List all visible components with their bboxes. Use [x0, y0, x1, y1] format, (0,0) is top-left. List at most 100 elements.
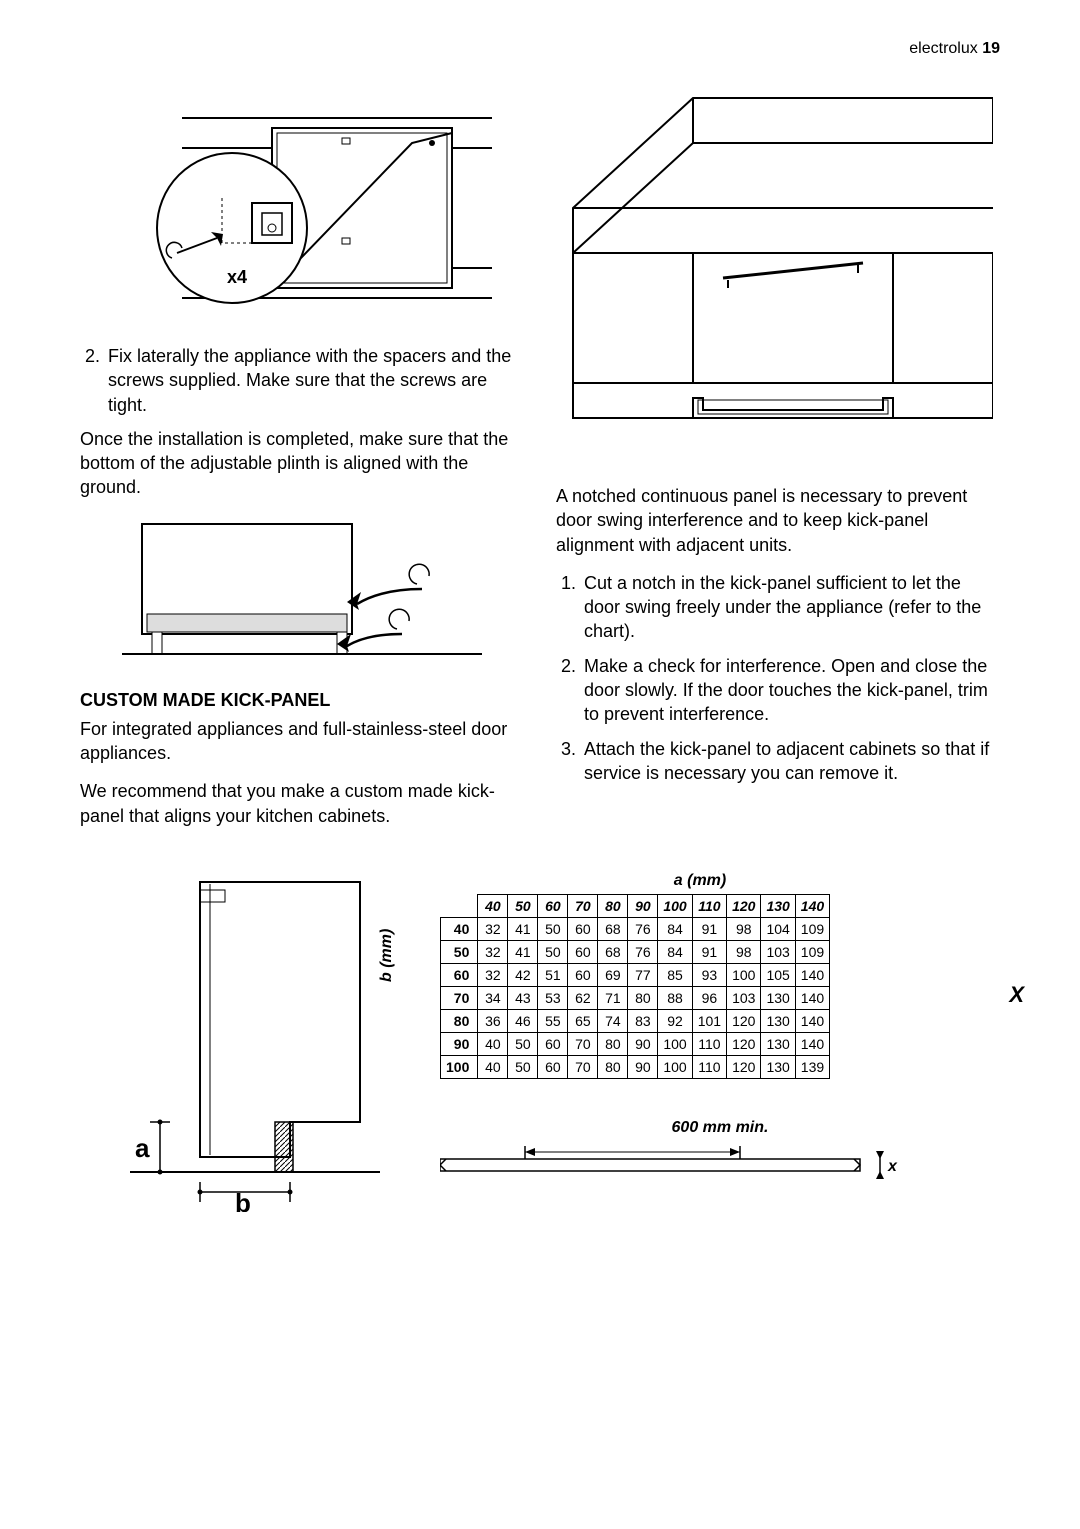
chart-cell: 34 — [478, 986, 508, 1009]
axis-a-label: a (mm) — [400, 872, 1000, 890]
chart-cell: 41 — [508, 940, 538, 963]
chart-cell: 65 — [568, 1009, 598, 1032]
screw-fix-diagram: x4 — [80, 88, 524, 328]
chart-cell: 50 — [508, 1032, 538, 1055]
chart-cell: 120 — [727, 1009, 761, 1032]
kick-para-1: For integrated appliances and full-stain… — [80, 717, 524, 766]
chart-cell: 83 — [628, 1009, 658, 1032]
x4-label: x4 — [227, 267, 247, 287]
chart-cell: 50 — [538, 940, 568, 963]
chart-cell: 98 — [727, 917, 761, 940]
chart-cell: 68 — [598, 917, 628, 940]
chart-cell: 76 — [628, 940, 658, 963]
chart-cell: 140 — [795, 1032, 829, 1055]
chart-col-header: 120 — [727, 894, 761, 917]
step-number: 2. — [80, 344, 108, 417]
chart-cell: 88 — [658, 986, 692, 1009]
chart-cell: 91 — [692, 917, 726, 940]
chart-cell: 110 — [692, 1032, 726, 1055]
chart-col-header: 50 — [508, 894, 538, 917]
left-column: x4 2. Fix laterally the appliance with t… — [80, 88, 524, 842]
chart-cell: 80 — [628, 986, 658, 1009]
chart-cell: 51 — [538, 963, 568, 986]
chart-cell: 32 — [478, 963, 508, 986]
kick-para-2: We recommend that you make a custom made… — [80, 779, 524, 828]
chart-area: a (mm) b (mm) X 405060708090100110120130… — [400, 872, 1000, 1217]
chart-cell: 40 — [478, 1032, 508, 1055]
chart-cell: 53 — [538, 986, 568, 1009]
chart-row-header: 90 — [441, 1032, 478, 1055]
chart-cell: 36 — [478, 1009, 508, 1032]
chart-cell: 43 — [508, 986, 538, 1009]
chart-cell: 109 — [795, 940, 829, 963]
chart-cell: 100 — [658, 1032, 692, 1055]
chart-cell: 32 — [478, 917, 508, 940]
plinth-diagram — [80, 514, 524, 674]
chart-cell: 80 — [598, 1055, 628, 1078]
chart-cell: 120 — [727, 1032, 761, 1055]
chart-cell: 60 — [568, 963, 598, 986]
chart-cell: 42 — [508, 963, 538, 986]
chart-cell: 130 — [761, 986, 795, 1009]
brand-label: electrolux — [909, 40, 977, 57]
ab-side-diagram: a b — [80, 872, 380, 1217]
chart-col-header: 80 — [598, 894, 628, 917]
chart-row-header: 50 — [441, 940, 478, 963]
page-number: 19 — [982, 40, 1000, 57]
chart-cell: 130 — [761, 1055, 795, 1078]
chart-cell: 70 — [568, 1055, 598, 1078]
chart-cell: 80 — [598, 1032, 628, 1055]
chart-cell: 85 — [658, 963, 692, 986]
right-step-3: 3. Attach the kick-panel to adjacent cab… — [556, 737, 1000, 786]
chart-col-header: 90 — [628, 894, 658, 917]
chart-col-header: 100 — [658, 894, 692, 917]
chart-cell: 139 — [795, 1055, 829, 1078]
chart-cell: 130 — [761, 1032, 795, 1055]
step-text: Fix laterally the appliance with the spa… — [108, 344, 524, 417]
chart-cell: 109 — [795, 917, 829, 940]
chart-cell: 100 — [658, 1055, 692, 1078]
chart-row-header: 70 — [441, 986, 478, 1009]
chart-cell: 77 — [628, 963, 658, 986]
chart-row-header: 80 — [441, 1009, 478, 1032]
chart-cell: 62 — [568, 986, 598, 1009]
chart-cell: 60 — [568, 940, 598, 963]
chart-cell: 96 — [692, 986, 726, 1009]
svg-text:b: b — [235, 1188, 251, 1212]
chart-cell: 32 — [478, 940, 508, 963]
left-step-2: 2. Fix laterally the appliance with the … — [80, 344, 524, 417]
dimension-chart: 4050607080901001101201301404032415060687… — [440, 894, 830, 1079]
chart-cell: 140 — [795, 986, 829, 1009]
chart-cell: 84 — [658, 940, 692, 963]
chart-cell: 60 — [538, 1055, 568, 1078]
step-number: 2. — [556, 654, 584, 727]
chart-row-header: 60 — [441, 963, 478, 986]
svg-text:x: x — [887, 1158, 898, 1175]
chart-col-header: 70 — [568, 894, 598, 917]
chart-cell: 103 — [727, 986, 761, 1009]
chart-cell: 46 — [508, 1009, 538, 1032]
chart-cell: 68 — [598, 940, 628, 963]
chart-cell: 84 — [658, 917, 692, 940]
right-step-1: 1. Cut a notch in the kick-panel suffici… — [556, 571, 1000, 644]
chart-cell: 74 — [598, 1009, 628, 1032]
chart-cell: 93 — [692, 963, 726, 986]
kick-panel-heading: CUSTOM MADE KICK-PANEL — [80, 690, 524, 711]
chart-cell: 76 — [628, 917, 658, 940]
chart-cell: 91 — [692, 940, 726, 963]
chart-cell: 60 — [568, 917, 598, 940]
result-x-label: X — [1009, 982, 1024, 1008]
chart-col-header: 110 — [692, 894, 726, 917]
chart-row-header: 40 — [441, 917, 478, 940]
chart-col-header: 60 — [538, 894, 568, 917]
chart-cell: 98 — [727, 940, 761, 963]
step-text: Cut a notch in the kick-panel sufficient… — [584, 571, 1000, 644]
chart-cell: 50 — [508, 1055, 538, 1078]
notch-note: A notched continuous panel is necessary … — [556, 484, 1000, 557]
chart-cell: 140 — [795, 1009, 829, 1032]
chart-cell: 55 — [538, 1009, 568, 1032]
chart-cell: 70 — [568, 1032, 598, 1055]
page-header: electrolux 19 — [80, 40, 1000, 58]
chart-cell: 104 — [761, 917, 795, 940]
chart-cell: 50 — [538, 917, 568, 940]
